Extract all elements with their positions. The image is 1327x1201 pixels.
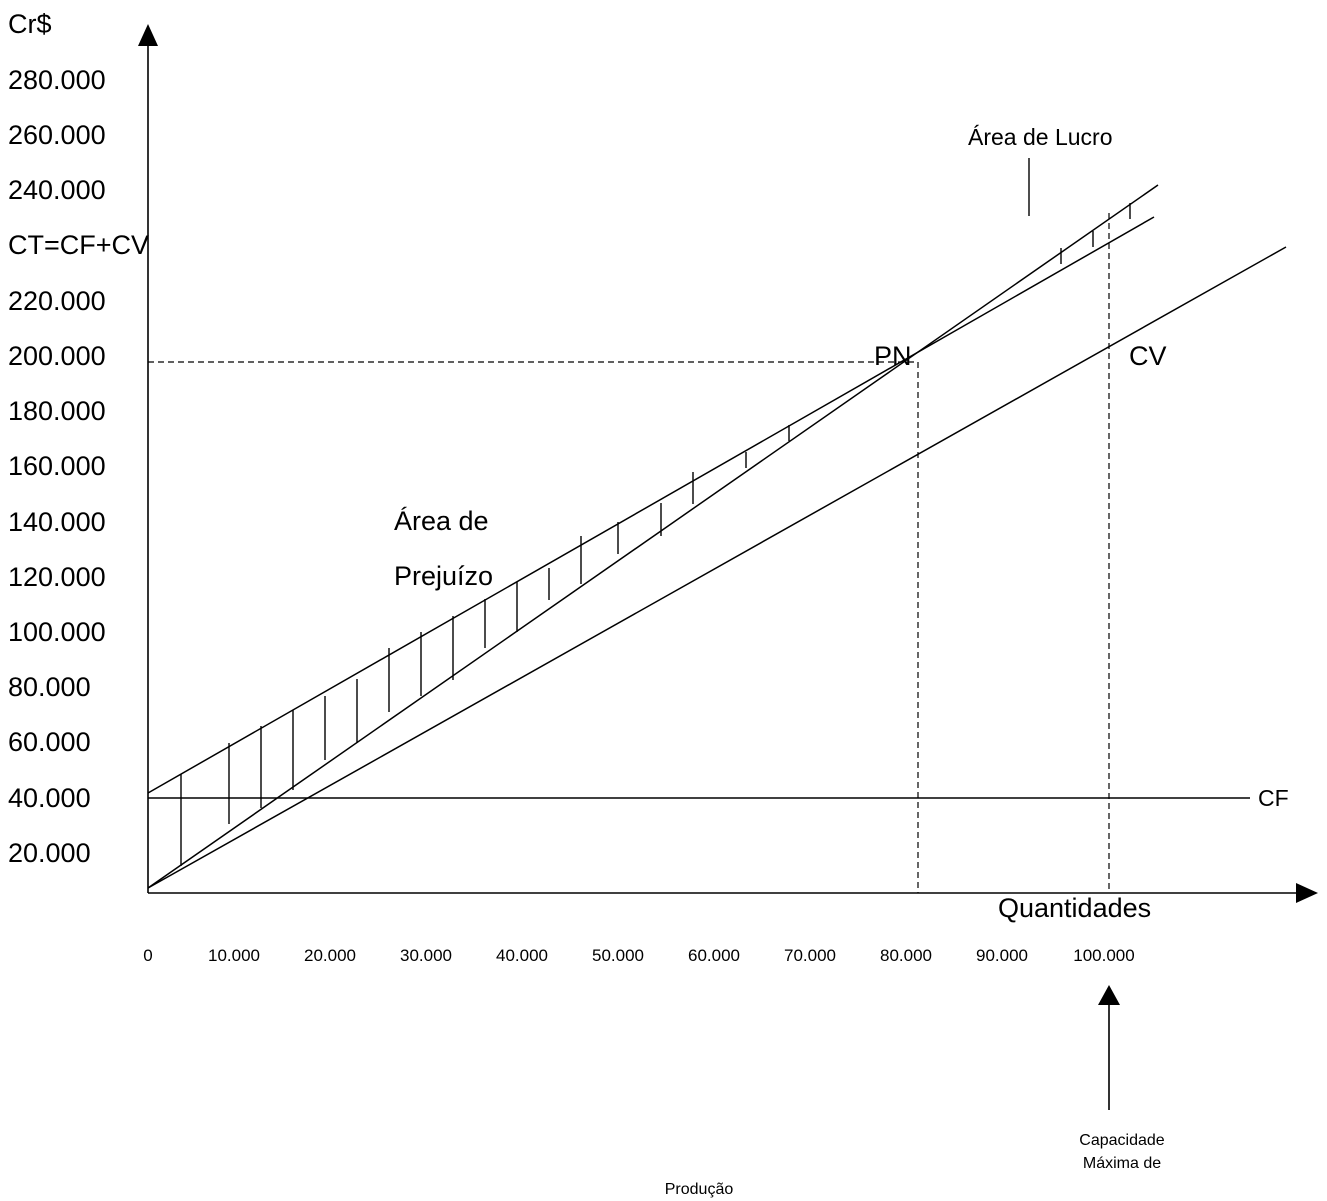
capacity-label-line2: Máxima de [1083,1155,1161,1172]
y-tick-label: 120.000 [8,562,106,592]
y-tick-label: 40.000 [8,783,91,813]
y-tick-label: 180.000 [8,396,106,426]
y-tick-label: 280.000 [8,65,106,95]
profit-area-label: Área de Lucro [968,124,1112,150]
axes [138,24,1318,903]
break-even-label: PN [874,341,912,371]
x-tick-label: 80.000 [880,946,932,965]
x-tick-label: 0 [143,946,152,965]
y-tick-label: 100.000 [8,617,106,647]
ct-series-label: CT=CF+CV [8,230,149,260]
y-tick-label: 140.000 [8,507,106,537]
y-axis-arrow-icon [138,24,158,46]
y-axis-title: Cr$ [8,9,52,39]
x-axis-arrow-icon [1296,883,1318,903]
cf-series-label: CF [1258,785,1289,811]
revenue-series-line [147,184,1159,889]
cv-series-label: CV [1129,341,1167,371]
x-tick-label: 20.000 [304,946,356,965]
y-tick-label: 220.000 [8,286,106,316]
capacity-label-line1: Capacidade [1079,1132,1165,1149]
loss-area-label-line1: Área de [394,506,489,536]
y-tick-label: 260.000 [8,120,106,150]
capacity-arrow-icon [1098,985,1120,1005]
y-tick-label: 80.000 [8,672,91,702]
y-tick-label: 200.000 [8,341,106,371]
y-tick-label: 20.000 [8,838,91,868]
loss-area-label-line2: Prejuízo [394,561,493,591]
y-tick-label: 60.000 [8,727,91,757]
reference-lines [148,213,1110,893]
loss-area-hatching [180,425,790,866]
cv-series-line [147,246,1287,889]
x-tick-label: 30.000 [400,946,452,965]
y-tick-label: 160.000 [8,451,106,481]
y-tick-labels: 280.000 260.000 240.000 220.000 200.000 … [8,65,106,868]
x-tick-label: 50.000 [592,946,644,965]
x-tick-label: 60.000 [688,946,740,965]
x-tick-label: 100.000 [1073,946,1134,965]
series-lines [147,184,1287,889]
y-tick-label: 240.000 [8,175,106,205]
x-tick-label: 40.000 [496,946,548,965]
x-tick-label: 10.000 [208,946,260,965]
ct-series-line [147,216,1155,794]
x-tick-label: 70.000 [784,946,836,965]
x-tick-label: 90.000 [976,946,1028,965]
x-axis-title: Quantidades [998,893,1151,923]
x-tick-labels: 0 10.000 20.000 30.000 40.000 50.000 60.… [143,946,1134,965]
capacity-label-line3: Produção [665,1181,734,1198]
profit-area-hatching [1060,203,1131,264]
